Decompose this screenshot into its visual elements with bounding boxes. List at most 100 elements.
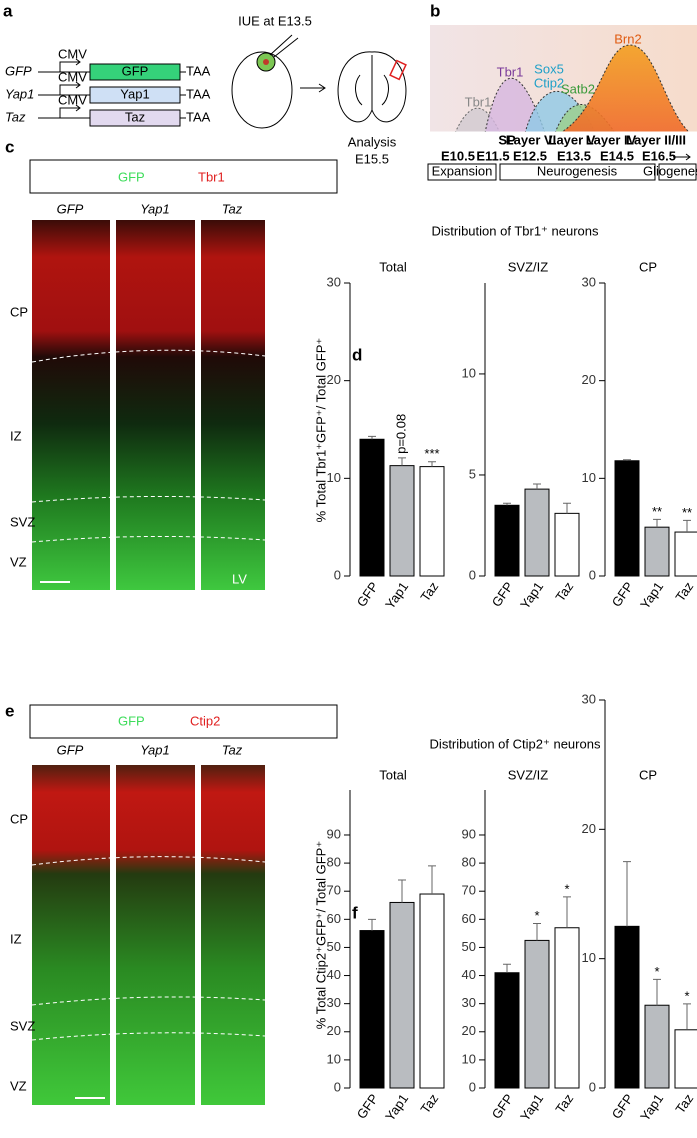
y-tick-label: 40	[462, 967, 476, 982]
zone-label: CP	[10, 811, 28, 826]
error-bar	[398, 457, 406, 466]
y-tick-label: 10	[462, 365, 476, 380]
arrow	[673, 153, 691, 161]
y-tick-label: 30	[462, 995, 476, 1010]
stage-label: E11.5	[476, 148, 509, 163]
error-bar	[653, 978, 661, 1006]
error-bar	[368, 435, 376, 440]
annotation: **	[652, 504, 662, 519]
error-bar	[563, 896, 571, 928]
error-bar	[428, 461, 436, 467]
y-tick-label: 60	[327, 911, 341, 926]
error-bar	[503, 502, 511, 506]
y-tick-label: 10	[327, 470, 341, 485]
panel-label: f	[352, 903, 358, 922]
phase-box	[658, 163, 697, 181]
bar	[644, 1004, 670, 1089]
micrograph	[32, 765, 110, 1105]
chart-title: CP	[639, 259, 657, 274]
x-tick-label: Yap1	[637, 1091, 666, 1124]
x-tick-label: GFP	[489, 579, 517, 610]
bar	[614, 925, 640, 1089]
micrograph	[32, 220, 110, 590]
panel-label: c	[5, 137, 14, 156]
y-tick-label: 10	[327, 1051, 341, 1066]
y-tick-label: 0	[334, 1079, 341, 1094]
stop-codon: TAA	[186, 86, 211, 101]
y-tick-label: 50	[462, 939, 476, 954]
stage-label: E12.5	[513, 148, 547, 163]
legend-item: Tbr1	[198, 169, 225, 184]
legend-item: Ctip2	[190, 713, 220, 728]
error-bar	[623, 459, 631, 461]
bar	[644, 526, 670, 577]
injection	[263, 59, 269, 65]
zone-label: SVZ	[10, 1018, 35, 1033]
ventricle-label: LV	[232, 571, 247, 586]
annotation: p=0.08	[393, 414, 408, 454]
x-tick-label: GFP	[609, 579, 637, 610]
x-tick-label: GFP	[354, 1091, 382, 1122]
y-tick-label: 0	[334, 567, 341, 582]
bar	[494, 972, 520, 1089]
chart-title: Total	[379, 259, 407, 274]
zone-label: IZ	[10, 428, 22, 443]
stop-codon: TAA	[186, 109, 211, 124]
micrograph	[116, 765, 195, 1105]
curve-label: Sox5	[534, 61, 564, 76]
bar	[359, 438, 385, 577]
zone-label: VZ	[10, 1078, 27, 1093]
promoter-arrow	[38, 58, 81, 73]
bar	[554, 927, 580, 1089]
promoter: CMV	[58, 92, 87, 107]
y-tick-label: 90	[462, 826, 476, 841]
chart-group-title: Distribution of Tbr1⁺ neurons	[431, 223, 599, 238]
promoter-arrow	[38, 81, 81, 96]
x-tick-label: Yap1	[382, 1091, 411, 1124]
layer-label: Layer V	[549, 132, 596, 147]
x-tick-label: Taz	[417, 1091, 441, 1116]
stage-label: E10.5	[441, 148, 475, 163]
error-bar	[533, 923, 541, 941]
legend-item: GFP	[118, 169, 145, 184]
chart-title: CP	[639, 767, 657, 782]
y-tick-label: 70	[462, 883, 476, 898]
phase-box	[499, 163, 656, 181]
y-tick-label: 30	[327, 274, 341, 289]
zone-label: IZ	[10, 931, 22, 946]
chart-title: SVZ/IZ	[508, 259, 549, 274]
chart-title: Total	[379, 767, 407, 782]
layer-label: Layer II/III	[626, 132, 686, 147]
error-bar	[683, 519, 691, 533]
y-tick-label: 0	[589, 1079, 596, 1094]
x-tick-label: Taz	[552, 579, 576, 604]
x-tick-label: GFP	[489, 1091, 517, 1122]
boundary	[31, 349, 266, 543]
annotation: *	[684, 988, 689, 1003]
bar	[494, 504, 520, 577]
column-title: Taz	[222, 742, 243, 757]
layer-label: Layer VI	[506, 132, 557, 147]
electrode	[269, 34, 299, 58]
x-tick-label: GFP	[354, 579, 382, 610]
y-tick-label: 20	[462, 1023, 476, 1038]
curve-label: Tbr1	[497, 64, 524, 79]
column-title: GFP	[57, 201, 84, 216]
stop-codon: TAA	[186, 63, 211, 78]
column-title: GFP	[57, 742, 84, 757]
panel-label: a	[3, 1, 13, 20]
x-tick-label: Taz	[672, 579, 696, 604]
y-tick-label: 60	[462, 911, 476, 926]
x-tick-label: Yap1	[517, 1091, 546, 1124]
brain-detail	[355, 55, 389, 110]
arrow	[300, 83, 326, 93]
promoter-arrow	[38, 104, 81, 119]
roi	[389, 59, 407, 81]
column-title: Yap1	[140, 201, 169, 216]
construct-name: Yap1	[5, 86, 34, 101]
y-axis-label: % Total Tbr1⁺GFP⁺/ Total GFP⁺	[313, 338, 328, 523]
panel-label: e	[5, 701, 14, 720]
bar	[524, 939, 550, 1089]
annotation: **	[682, 505, 692, 520]
bar	[389, 901, 415, 1089]
